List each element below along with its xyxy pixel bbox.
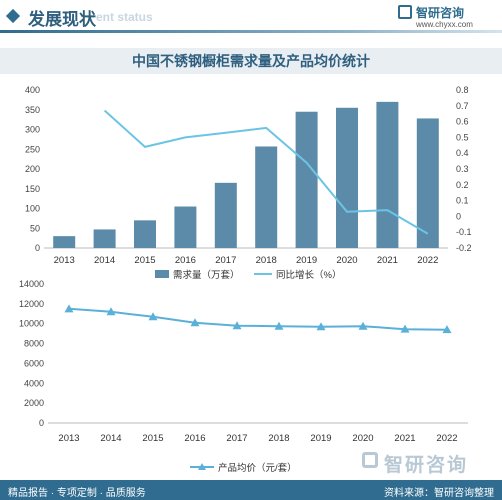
brand-logo-icon	[398, 5, 412, 19]
bar	[174, 206, 197, 248]
y-right-tick-label: 0.7	[456, 101, 469, 111]
header-divider	[0, 30, 502, 33]
x-tick-label: 2021	[377, 255, 398, 266]
y-tick-label: 14000	[19, 279, 44, 289]
price-marker	[190, 318, 200, 327]
section-subtitle: ent status	[96, 10, 153, 24]
x-tick-label: 2014	[100, 433, 121, 444]
x-tick-label: 2013	[58, 433, 79, 444]
footer-bar	[0, 480, 502, 500]
x-tick-label: 2017	[215, 255, 236, 266]
y-left-tick-label: 350	[25, 105, 40, 115]
price-marker	[64, 304, 74, 313]
price-marker	[232, 321, 242, 330]
x-tick-label: 2015	[134, 255, 155, 266]
watermark-text: 智研咨询	[384, 455, 469, 476]
footer-source: 资料来源：智研咨询整理	[384, 488, 494, 499]
brand-name: 智研咨询	[416, 6, 465, 20]
y-tick-label: 4000	[24, 378, 44, 388]
y-tick-label: 2000	[24, 398, 44, 408]
bar	[416, 118, 439, 248]
x-tick-label: 2022	[436, 433, 457, 444]
bar	[295, 111, 318, 248]
chart-title-band	[0, 48, 502, 74]
y-left-tick-label: 100	[25, 204, 40, 214]
price-line	[68, 307, 448, 331]
y-right-tick-label: 0.5	[456, 132, 469, 142]
x-tick-label: 2019	[310, 433, 331, 444]
watermark-logo-icon	[362, 452, 378, 468]
y-tick-label: 10000	[19, 319, 44, 329]
y-right-tick-label: 0.3	[456, 164, 469, 174]
x-tick-label: 2021	[394, 433, 415, 444]
y-right-tick-label: 0.8	[456, 85, 469, 95]
bar	[134, 220, 156, 248]
legend-price-marker	[198, 463, 206, 470]
y-tick-label: 6000	[24, 358, 44, 368]
bar	[255, 146, 278, 248]
bar	[376, 101, 399, 248]
x-tick-label: 2019	[296, 255, 317, 266]
section-title: 发展现状	[28, 10, 96, 29]
legend-bar-swatch	[155, 270, 169, 278]
y-tick-label: 8000	[24, 339, 44, 349]
chart-title: 中国不锈钢橱柜需求量及产品均价统计	[132, 55, 370, 70]
legend-line-label: 同比增长（%）	[276, 269, 341, 281]
x-tick-label: 2018	[256, 255, 277, 266]
price-marker	[358, 321, 368, 330]
y-left-tick-label: 0	[35, 243, 40, 253]
price-marker	[106, 307, 116, 316]
brand-url: www.chyxx.com	[416, 20, 473, 29]
price-marker	[400, 324, 410, 333]
y-right-tick-label: 0	[456, 211, 461, 221]
x-tick-label: 2020	[336, 255, 357, 266]
price-marker	[316, 322, 326, 331]
legend-bar-label: 需求量（万套）	[173, 269, 240, 281]
x-tick-label: 2014	[94, 255, 115, 266]
x-tick-label: 2016	[175, 255, 196, 266]
legend-price-label: 产品均价（元/套）	[218, 462, 297, 474]
y-right-tick-label: 0.2	[456, 180, 469, 190]
y-left-tick-label: 300	[25, 125, 40, 135]
x-tick-label: 2020	[352, 433, 373, 444]
y-tick-label: 12000	[19, 299, 44, 309]
x-tick-label: 2015	[142, 433, 163, 444]
x-tick-label: 2013	[54, 255, 75, 266]
price-marker	[148, 312, 158, 321]
x-tick-label: 2017	[226, 433, 247, 444]
x-tick-label: 2016	[184, 433, 205, 444]
y-left-tick-label: 250	[25, 144, 40, 154]
bar	[53, 236, 76, 248]
y-left-tick-label: 150	[25, 184, 40, 194]
bar	[93, 229, 116, 248]
footer-slogan: 精品报告 · 专项定制 · 品质服务	[8, 488, 146, 499]
price-marker	[274, 321, 284, 330]
y-right-tick-label: 0.4	[456, 148, 469, 158]
y-right-tick-label: -0.2	[456, 243, 472, 253]
y-left-tick-label: 200	[25, 164, 40, 174]
y-left-tick-label: 50	[30, 223, 40, 233]
header-bar	[0, 0, 502, 34]
growth-line	[103, 109, 429, 235]
y-right-tick-label: -0.1	[456, 227, 472, 237]
y-tick-label: 0	[39, 418, 44, 428]
y-right-tick-label: 0.1	[456, 196, 469, 206]
x-tick-label: 2022	[417, 255, 438, 266]
y-left-tick-label: 400	[25, 85, 40, 95]
bar	[214, 182, 237, 248]
x-tick-label: 2018	[268, 433, 289, 444]
bar	[336, 107, 358, 249]
price-marker	[442, 325, 452, 334]
y-right-tick-label: 0.6	[456, 117, 469, 127]
